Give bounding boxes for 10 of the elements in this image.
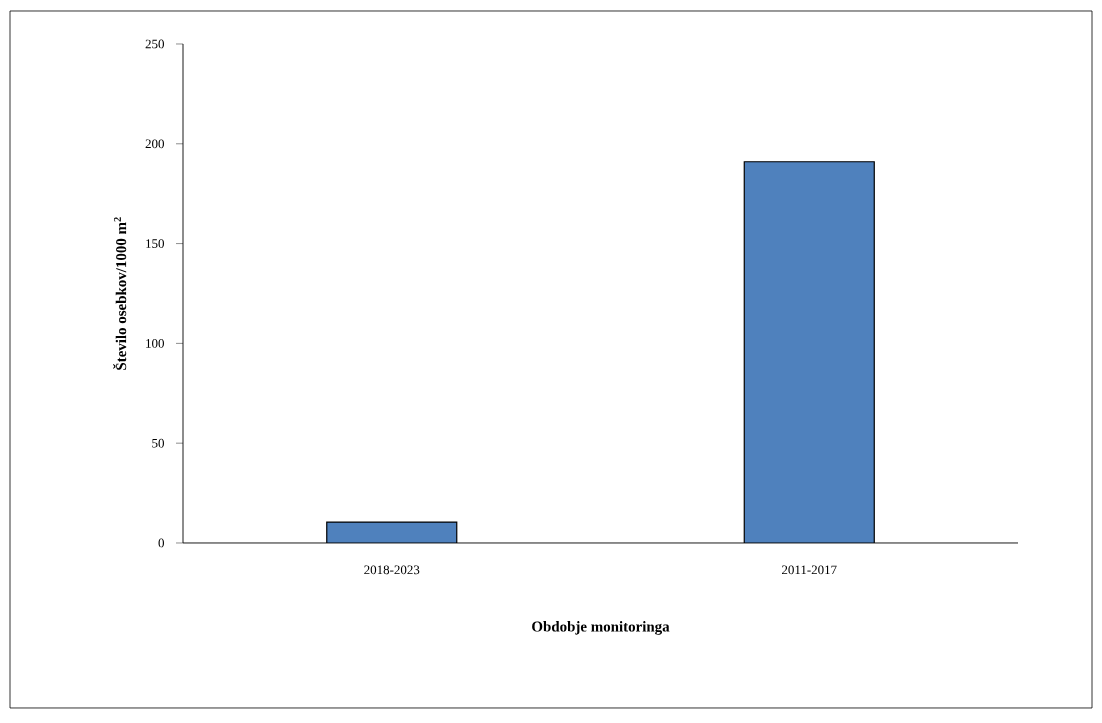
x-axis-title: Obdobje monitoringa <box>532 621 670 635</box>
y-tick-label: 50 <box>152 438 164 448</box>
y-axis-title: Število osebkov/1000 m$^{2}$ <box>113 217 127 370</box>
x-tick-label: 2011-2017 <box>782 565 837 575</box>
y-tick-label: 0 <box>158 538 164 548</box>
y-tick-label: 100 <box>146 339 164 348</box>
y-tick-label: 250 <box>145 39 164 49</box>
y-tick-label: 150 <box>146 239 164 248</box>
x-tick-label: 2018-2023 <box>364 565 420 575</box>
y-tick-label: 200 <box>145 139 164 149</box>
